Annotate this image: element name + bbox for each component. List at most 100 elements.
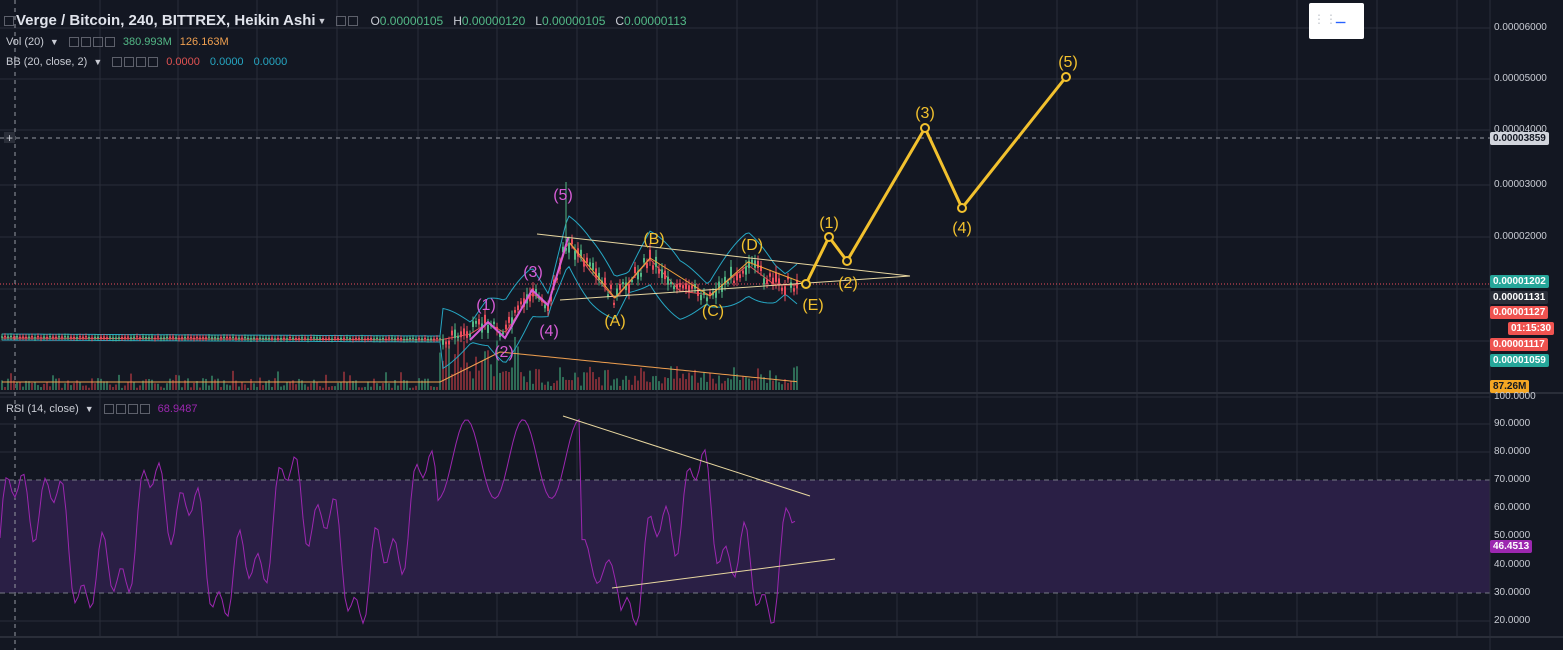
volume-bar bbox=[412, 387, 414, 390]
bb-name[interactable]: BB (20, close, 2) bbox=[6, 56, 88, 68]
candle-body bbox=[607, 294, 609, 297]
candle-body bbox=[703, 291, 705, 295]
add-icon[interactable] bbox=[127, 404, 138, 414]
volume-bar bbox=[127, 381, 129, 390]
candle-body bbox=[181, 337, 183, 339]
candle-body bbox=[646, 263, 648, 269]
candle-body bbox=[517, 305, 519, 311]
volume-bar bbox=[439, 352, 441, 390]
candle-body bbox=[235, 337, 237, 339]
eye-icon[interactable] bbox=[103, 404, 114, 414]
candle-body bbox=[358, 337, 360, 340]
rsi-resistance-line bbox=[562, 415, 811, 497]
volume-bar bbox=[310, 383, 312, 390]
close-icon[interactable] bbox=[148, 57, 159, 67]
vol-legend: Vol (20) ▼ 380.993M 126.163M bbox=[6, 36, 229, 48]
volume-bar bbox=[691, 375, 693, 390]
volume-bar bbox=[514, 336, 516, 390]
candle-body bbox=[502, 332, 504, 335]
candle-body bbox=[574, 250, 576, 260]
candle-body bbox=[313, 337, 315, 339]
volume-bar bbox=[526, 382, 528, 390]
volume-bar bbox=[436, 386, 438, 390]
candle-body bbox=[400, 337, 402, 340]
projection-point bbox=[957, 203, 967, 213]
volume-bar bbox=[40, 387, 42, 390]
candle-body bbox=[433, 338, 435, 340]
candle-body bbox=[370, 337, 372, 340]
candle-body bbox=[778, 278, 780, 286]
volume-bar bbox=[559, 367, 561, 390]
close-icon[interactable] bbox=[104, 37, 115, 47]
candle-body bbox=[754, 260, 756, 268]
rsi-name[interactable]: RSI (14, close) bbox=[6, 403, 79, 415]
candle-body bbox=[463, 328, 465, 335]
volume-bar bbox=[469, 371, 471, 390]
vol-name[interactable]: Vol (20) bbox=[6, 36, 44, 48]
candle-body bbox=[484, 314, 486, 324]
settings-icon[interactable] bbox=[115, 404, 126, 414]
price-label: 0.00003000 bbox=[1494, 179, 1547, 190]
candle-body bbox=[631, 279, 633, 282]
candle-body bbox=[28, 336, 30, 338]
eye-icon[interactable] bbox=[336, 15, 347, 26]
candle-body bbox=[745, 266, 747, 275]
eye-icon[interactable] bbox=[112, 57, 123, 67]
impulse-wave-label: (2) bbox=[494, 344, 514, 361]
candle-body bbox=[55, 336, 57, 338]
drag-handle-icon[interactable]: ⋮⋮ bbox=[1313, 12, 1337, 26]
volume-bar bbox=[7, 378, 9, 390]
volume-bar bbox=[313, 379, 315, 390]
volume-bar bbox=[115, 384, 117, 390]
chevron-down-icon[interactable]: ▼ bbox=[317, 15, 327, 26]
candle-body bbox=[310, 337, 312, 339]
volume-bar bbox=[538, 369, 540, 390]
rsi-label: 70.0000 bbox=[1494, 474, 1531, 485]
crosshair-icon[interactable]: ╶╴ bbox=[1331, 15, 1351, 32]
candle-body bbox=[760, 265, 762, 272]
eye-icon[interactable] bbox=[68, 37, 79, 47]
add-icon[interactable] bbox=[136, 57, 147, 67]
chevron-down-icon[interactable]: ▼ bbox=[49, 37, 59, 47]
close-icon[interactable] bbox=[139, 404, 150, 414]
candle-body bbox=[406, 338, 408, 340]
corrective-wave-label: (D) bbox=[741, 237, 763, 254]
volume-bar bbox=[451, 373, 453, 390]
candle-body bbox=[604, 277, 606, 286]
settings-icon[interactable] bbox=[80, 37, 91, 47]
candle-body bbox=[733, 280, 735, 284]
volume-bar bbox=[277, 371, 279, 390]
candle-body bbox=[37, 336, 39, 338]
volume-bar bbox=[628, 379, 630, 390]
drawing-toolbar-float[interactable]: ⋮⋮ ╶╴ bbox=[1309, 3, 1364, 39]
projection-point bbox=[801, 279, 811, 289]
add-icon[interactable] bbox=[92, 37, 103, 47]
candle-body bbox=[664, 270, 666, 280]
settings-icon[interactable] bbox=[124, 57, 135, 67]
candle-body bbox=[391, 337, 393, 339]
chevron-down-icon[interactable]: ▼ bbox=[84, 404, 94, 414]
add-plus-button[interactable] bbox=[4, 132, 15, 143]
candle-body bbox=[238, 337, 240, 339]
candle-body bbox=[772, 277, 774, 285]
candle-body bbox=[736, 273, 738, 281]
collapse-icon[interactable] bbox=[4, 15, 14, 26]
symbol-title[interactable]: Verge / Bitcoin, 240, BITTREX, Heikin As… bbox=[16, 12, 316, 29]
abcde-wave-line bbox=[569, 242, 807, 299]
chevron-down-icon[interactable]: ▼ bbox=[93, 57, 103, 67]
volume-bar bbox=[415, 385, 417, 390]
volume-bar bbox=[85, 385, 87, 390]
volume-bar bbox=[94, 383, 96, 390]
volume-bar bbox=[145, 379, 147, 390]
candle-body bbox=[397, 337, 399, 340]
volume-bar bbox=[748, 378, 750, 390]
candle-body bbox=[586, 257, 588, 263]
volume-bar bbox=[295, 384, 297, 390]
volume-bar bbox=[208, 385, 210, 390]
settings-icon[interactable] bbox=[348, 15, 359, 26]
volume-bar bbox=[52, 375, 54, 390]
candle-body bbox=[742, 270, 744, 274]
volume-bar bbox=[676, 366, 678, 390]
price-label: 0.00005000 bbox=[1494, 73, 1547, 84]
